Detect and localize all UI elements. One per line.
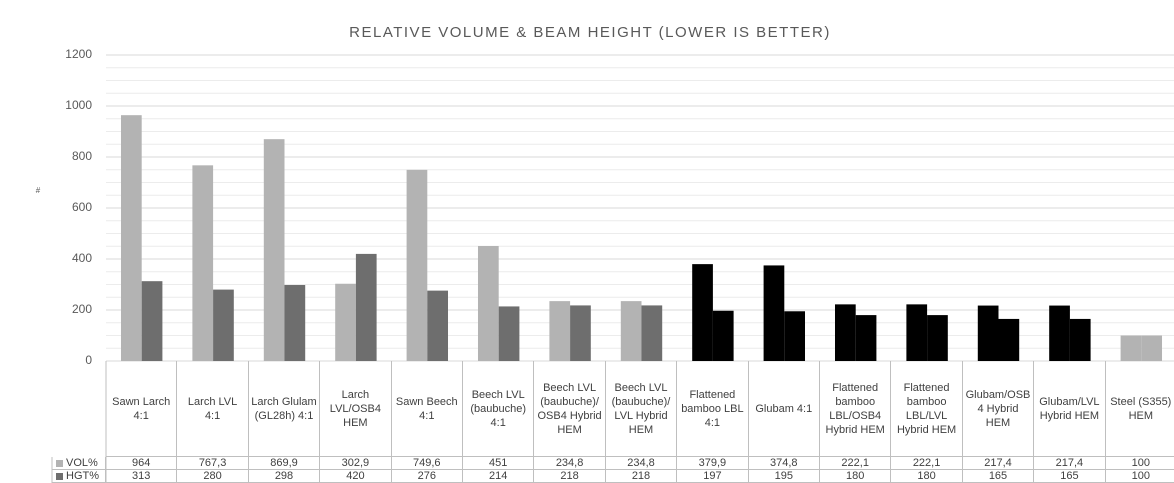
bar bbox=[213, 289, 234, 361]
y-tick-label: 1200 bbox=[65, 47, 92, 61]
table-value: 100 bbox=[1105, 470, 1174, 483]
category-label: Flattened bamboo LBL/OSB4 Hybrid HEM bbox=[820, 361, 892, 457]
table-value: 217,4 bbox=[1034, 457, 1106, 470]
table-value: 302,9 bbox=[320, 457, 392, 470]
bar bbox=[477, 245, 499, 361]
table-value: 379,9 bbox=[677, 457, 749, 470]
bar bbox=[906, 304, 928, 361]
bar bbox=[763, 265, 785, 361]
bar bbox=[498, 306, 520, 361]
category-label: Glubam/LVL Hybrid HEM bbox=[1034, 361, 1106, 457]
bar bbox=[427, 290, 449, 361]
category-label: Larch LVL 4:1 bbox=[177, 361, 249, 457]
table-value: 217,4 bbox=[962, 457, 1035, 470]
bar bbox=[1069, 318, 1091, 361]
bar bbox=[406, 169, 428, 361]
bar bbox=[141, 281, 163, 361]
bar bbox=[927, 315, 948, 361]
category-label: Beech LVL (baubuche) 4:1 bbox=[463, 361, 535, 457]
bar bbox=[834, 304, 856, 361]
category-label: Flattened bamboo LBL 4:1 bbox=[677, 361, 749, 457]
y-tick-label: 400 bbox=[72, 251, 92, 265]
table-value: 234,8 bbox=[605, 457, 678, 470]
bar bbox=[549, 301, 571, 361]
table-value: 218 bbox=[534, 470, 606, 483]
bar bbox=[355, 253, 377, 361]
category-label: Larch Glulam (GL28h) 4:1 bbox=[248, 361, 321, 457]
table-value: 180 bbox=[891, 470, 963, 483]
legend-label: VOL% bbox=[66, 457, 98, 469]
table-value: 218 bbox=[605, 470, 678, 483]
bar bbox=[335, 283, 356, 361]
table-value: 964 bbox=[106, 457, 178, 470]
table-value: 298 bbox=[248, 470, 321, 483]
legend-swatch bbox=[56, 472, 63, 480]
table-value: 234,8 bbox=[534, 457, 606, 470]
bar bbox=[784, 311, 806, 361]
category-label: Glubam 4:1 bbox=[748, 361, 820, 457]
y-tick-label: 200 bbox=[72, 302, 92, 316]
bar bbox=[1049, 305, 1070, 361]
bar bbox=[1120, 335, 1142, 361]
table-value: 869,9 bbox=[248, 457, 321, 470]
bar bbox=[712, 310, 734, 361]
y-axis-label: # bbox=[36, 186, 41, 195]
category-label: Glubam/OSB4 Hybrid HEM bbox=[962, 361, 1035, 457]
legend-label: HGT% bbox=[66, 470, 99, 482]
table-value: 276 bbox=[391, 470, 463, 483]
bar bbox=[1141, 335, 1163, 361]
legend-swatch bbox=[56, 459, 63, 467]
bar bbox=[998, 318, 1020, 361]
y-tick-label: 1000 bbox=[65, 98, 92, 112]
bar bbox=[263, 139, 285, 361]
table-value: 222,1 bbox=[820, 457, 892, 470]
chart-title: RELATIVE VOLUME & BEAM HEIGHT (LOWER IS … bbox=[349, 24, 831, 41]
bar bbox=[192, 165, 214, 361]
bar bbox=[692, 264, 713, 361]
bar bbox=[855, 315, 877, 361]
y-tick-label: 0 bbox=[85, 353, 92, 367]
table-value: 767,3 bbox=[177, 457, 249, 470]
bar bbox=[284, 285, 306, 361]
table-value: 420 bbox=[320, 470, 392, 483]
table-value: 313 bbox=[106, 470, 178, 483]
table-value: 451 bbox=[463, 457, 535, 470]
category-label: Steel (S355) HEM bbox=[1105, 361, 1174, 457]
table-value: 222,1 bbox=[891, 457, 963, 470]
bar bbox=[641, 305, 663, 361]
category-label: Beech LVL (baubuche)/ OSB4 Hybrid HEM bbox=[534, 361, 606, 457]
y-tick-label: 600 bbox=[72, 200, 92, 214]
category-label: Flattened bamboo LBL/LVL Hybrid HEM bbox=[891, 361, 963, 457]
table-value: 749,6 bbox=[391, 457, 463, 470]
bar bbox=[977, 305, 999, 361]
y-tick-label: 800 bbox=[72, 149, 92, 163]
table-value: 100 bbox=[1105, 457, 1174, 470]
category-label: Larch LVL/OSB4 HEM bbox=[320, 361, 392, 457]
table-value: 280 bbox=[177, 470, 249, 483]
legend-cell: VOL% bbox=[52, 457, 106, 470]
bar bbox=[120, 115, 142, 362]
table-value: 374,8 bbox=[748, 457, 820, 470]
table-value: 180 bbox=[820, 470, 892, 483]
category-label: Sawn Larch 4:1 bbox=[106, 361, 178, 457]
table-value: 165 bbox=[1034, 470, 1106, 483]
category-label: Sawn Beech 4:1 bbox=[391, 361, 463, 457]
table-value: 214 bbox=[463, 470, 535, 483]
legend-cell: HGT% bbox=[52, 470, 106, 483]
table-value: 195 bbox=[748, 470, 820, 483]
table-value: 165 bbox=[962, 470, 1035, 483]
table-value: 197 bbox=[677, 470, 749, 483]
category-label: Beech LVL (baubuche)/ LVL Hybrid HEM bbox=[605, 361, 678, 457]
bar bbox=[570, 305, 591, 361]
bar bbox=[620, 301, 642, 361]
